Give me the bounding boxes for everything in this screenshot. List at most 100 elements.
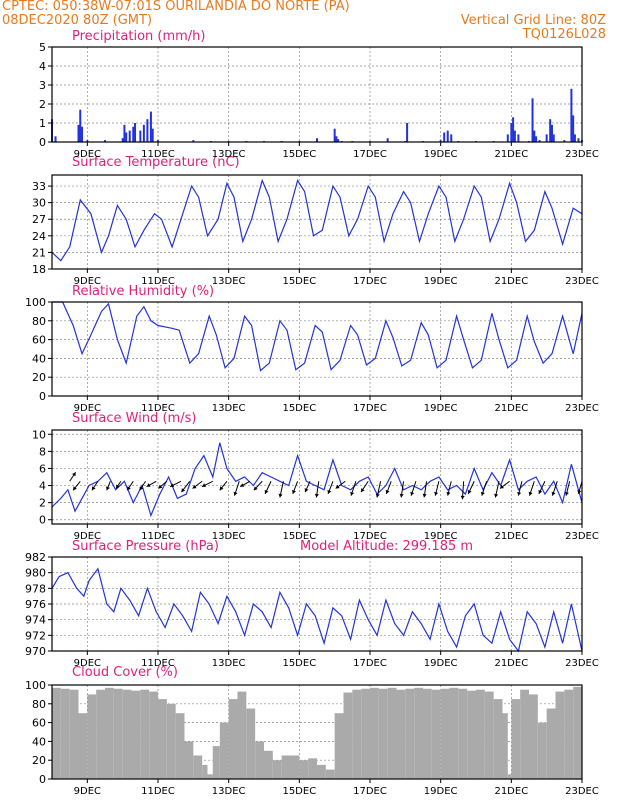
wind-arrowhead [91,486,96,491]
wind-x-tick-label: 11DEC [141,531,175,542]
precip-bar [139,130,142,142]
cloud-area-column [317,764,326,779]
cloud-area-column [175,713,185,779]
wind-arrowhead [201,483,206,487]
cloud-area-column [440,688,450,779]
precip-bar [335,136,338,142]
cloud-area-column [546,708,556,779]
precip-bar [316,138,318,142]
precip-bar [157,140,159,142]
precip-bar [570,88,573,142]
precip-y-tick-label: 4 [39,60,46,73]
wind-arrowhead [253,486,258,491]
pressure-y-tick-label: 982 [25,551,46,564]
precip-bar [125,132,128,142]
precip-bar [337,139,340,142]
wind-arrowhead [106,486,110,491]
wind-series-line [51,442,583,518]
wind-arrowhead [385,489,390,494]
wind-arrowhead [304,488,309,493]
wind-x-tick-label: 17DEC [353,531,387,542]
precip-frame [51,46,583,143]
wind-y-tick-label: 4 [39,480,46,493]
cloud-y-tick-label: 20 [32,754,46,767]
precip-x-tick-label: 13DEC [212,149,246,160]
precip-bar [151,128,154,142]
wind-arrowhead [264,489,269,494]
cloud-x-tick-label: 23DEC [565,786,599,797]
wind-arrowhead [181,488,186,493]
precipitation-title: Precipitation (mm/h) [72,29,206,44]
cloud-cover-title: Cloud Cover (%) [72,665,178,680]
wind-arrowhead [73,486,77,491]
precip-bar [142,124,145,142]
temp-y-tick-label: 24 [32,230,46,243]
wind-arrowhead [278,493,283,498]
pressure-x-tick-label: 9DEC [74,658,101,669]
precip-x-tick-label: 15DEC [282,149,316,160]
cloud-x-tick-label: 19DEC [424,786,458,797]
cloud-area-column [325,769,335,779]
precip-bar [77,124,80,142]
wind-arrowhead [517,491,522,496]
wind-arrowhead [335,484,340,489]
cloud-area-column [484,691,494,779]
rh-x-tick-label: 23DEC [565,403,599,414]
temperature-title: Surface Temperature (nC) [72,155,240,170]
pressure-x-tick-label: 17DEC [353,658,387,669]
cloud-area-column [237,691,247,779]
temp-y-tick-label: 27 [32,213,46,226]
precip-x-tick-label: 17DEC [353,149,387,160]
wind-arrowhead [72,472,76,477]
precip-bar [132,126,135,142]
cloud-area-column [502,713,508,779]
precip-bar [535,136,538,142]
cloud-area-column [511,699,521,779]
cloud-area-column [573,686,582,779]
temp-x-tick-label: 23DEC [565,276,599,287]
precip-bar [506,134,509,142]
wind-x-tick-label: 23DEC [565,531,599,542]
precip-x-tick-label: 21DEC [494,149,528,160]
precip-x-tick-label: 9DEC [74,149,101,160]
cloud-area-column [537,722,547,779]
cloud-area-column [105,687,114,779]
cloud-area-column [52,687,61,779]
pressure-y-tick-label: 976 [25,598,46,611]
wind-arrowhead [314,493,319,498]
temp-y-tick-label: 21 [32,246,46,259]
cloud-area-column [299,760,309,779]
rh-series-line [52,301,583,372]
cloud-area-column [476,689,485,779]
cloud-area-column [60,688,70,779]
precip-bar [538,140,541,142]
cloud-x-tick-label: 17DEC [353,786,387,797]
precip-bar [552,134,555,142]
precip-bar [513,130,516,142]
rh-y-tick-label: 40 [32,352,46,365]
cloud-area-column [96,689,105,779]
temp-x-tick-label: 9DEC [74,276,101,287]
header-model-code: TQ0126L028 [522,27,606,42]
wind-arrowhead [375,493,380,498]
cloud-area-column [78,713,88,779]
precip-bar [134,123,137,142]
cloud-area-column [564,689,574,779]
precip-bar [439,140,442,142]
cloud-area-column [212,746,220,779]
wind-arrowhead [494,493,499,498]
cloud-area-column [255,741,264,779]
wind-arrowhead [240,483,245,487]
cloud-area-column [414,687,423,779]
precip-bar [54,136,57,142]
wind-arrowhead [146,483,151,487]
precip-bar [333,128,336,142]
cloud-area-column [140,689,150,779]
cloud-y-tick-label: 100 [25,679,46,692]
model-altitude-note: Model Altitude: 299.185 m [300,539,474,554]
wind-arrowhead [170,483,175,487]
wind-arrowhead [233,491,238,496]
precip-bar [121,138,124,142]
precip-bar [79,109,82,142]
cloud-area-column [281,755,291,779]
